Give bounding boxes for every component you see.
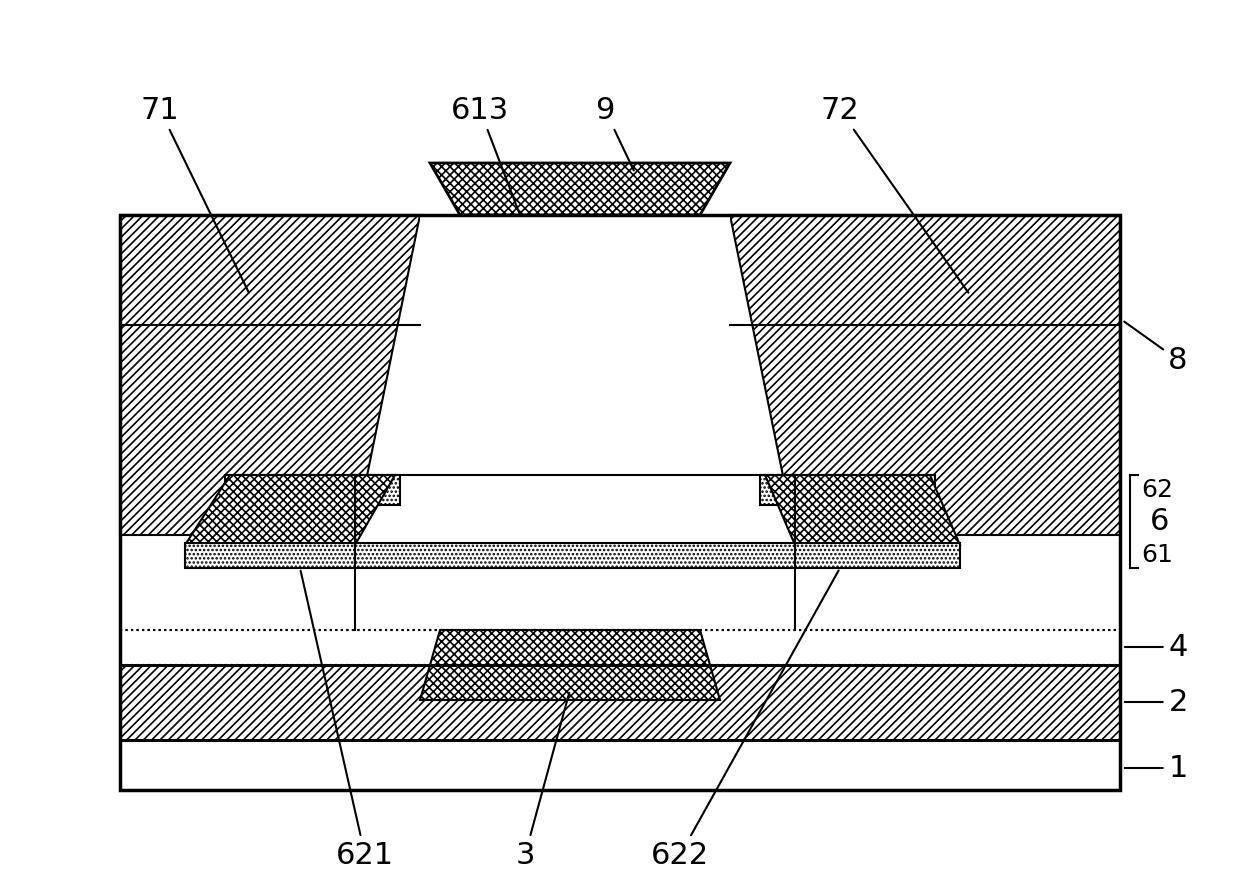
Text: 622: 622 xyxy=(651,571,838,869)
Bar xyxy=(420,215,730,535)
Bar xyxy=(120,740,1120,790)
Bar xyxy=(355,543,795,568)
Bar xyxy=(120,665,1120,740)
Text: 1: 1 xyxy=(1125,754,1188,782)
Text: 9: 9 xyxy=(595,95,634,171)
Text: 71: 71 xyxy=(140,95,249,292)
Bar xyxy=(430,163,730,215)
Bar xyxy=(120,215,1120,790)
Text: 621: 621 xyxy=(300,571,394,869)
Bar xyxy=(224,475,401,505)
Polygon shape xyxy=(120,215,420,535)
Text: 6: 6 xyxy=(1149,507,1169,536)
Text: 2: 2 xyxy=(1125,687,1188,717)
Text: 61: 61 xyxy=(1141,543,1173,567)
Text: 3: 3 xyxy=(516,693,569,869)
Bar xyxy=(760,475,935,505)
Polygon shape xyxy=(765,475,960,545)
Bar xyxy=(122,535,1118,630)
Text: 4: 4 xyxy=(1125,632,1188,661)
Bar xyxy=(120,630,1120,665)
Bar xyxy=(120,215,1120,790)
Bar xyxy=(185,543,355,568)
Bar xyxy=(795,543,960,568)
Bar xyxy=(355,475,795,568)
Polygon shape xyxy=(430,163,730,215)
Text: 613: 613 xyxy=(451,95,520,212)
Text: 8: 8 xyxy=(1125,322,1188,374)
Text: 62: 62 xyxy=(1141,478,1173,502)
Polygon shape xyxy=(730,215,1120,535)
Polygon shape xyxy=(420,630,720,700)
Text: 72: 72 xyxy=(821,95,968,292)
Polygon shape xyxy=(185,475,396,545)
